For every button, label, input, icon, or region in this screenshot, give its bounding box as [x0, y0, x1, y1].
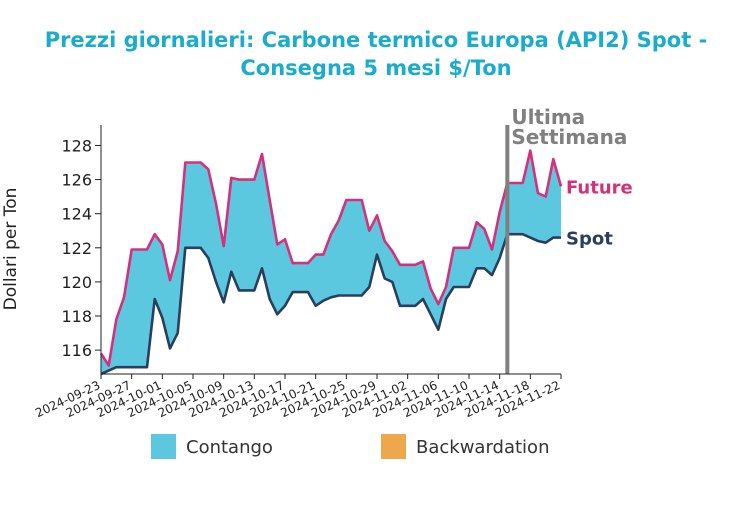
last-week-label-line1: Ultima — [511, 105, 585, 129]
x-ticks: 2024-09-232024-09-272024-10-012024-10-05… — [33, 374, 562, 420]
end-label-spot: Spot — [566, 229, 613, 250]
legend: Contango Backwardation — [151, 434, 549, 459]
y-axis-label: Dollari per Ton — [1, 188, 21, 311]
y-tick-label: 124 — [61, 205, 92, 224]
series-line-future — [99, 149, 563, 367]
contango-fill — [101, 150, 561, 374]
last-week-label-line2: Settimana — [511, 125, 627, 149]
series-line-layer — [99, 149, 563, 376]
series-line-spot — [100, 232, 561, 376]
chart-title-line1: Prezzi giornalieri: Carbone termico Euro… — [45, 28, 708, 52]
y-tick-label: 118 — [61, 307, 92, 326]
chart-title-line2: Consegna 5 mesi $/Ton — [240, 56, 511, 80]
y-tick-label: 120 — [61, 273, 92, 292]
legend-label-contango: Contango — [186, 437, 273, 458]
y-tick-label: 122 — [61, 239, 92, 258]
y-tick-label: 116 — [61, 341, 92, 360]
legend-swatch-contango — [151, 434, 176, 459]
spread-fill-layer — [101, 150, 561, 374]
end-label-future: Future — [566, 177, 633, 198]
y-tick-label: 128 — [61, 136, 92, 155]
legend-swatch-backwardation — [381, 434, 406, 459]
series-end-labels: Future Spot — [566, 177, 633, 249]
y-ticks: 116 118 120 122 124 126 128 — [61, 136, 101, 360]
y-tick-label: 126 — [61, 171, 92, 190]
legend-label-backwardation: Backwardation — [416, 437, 549, 458]
